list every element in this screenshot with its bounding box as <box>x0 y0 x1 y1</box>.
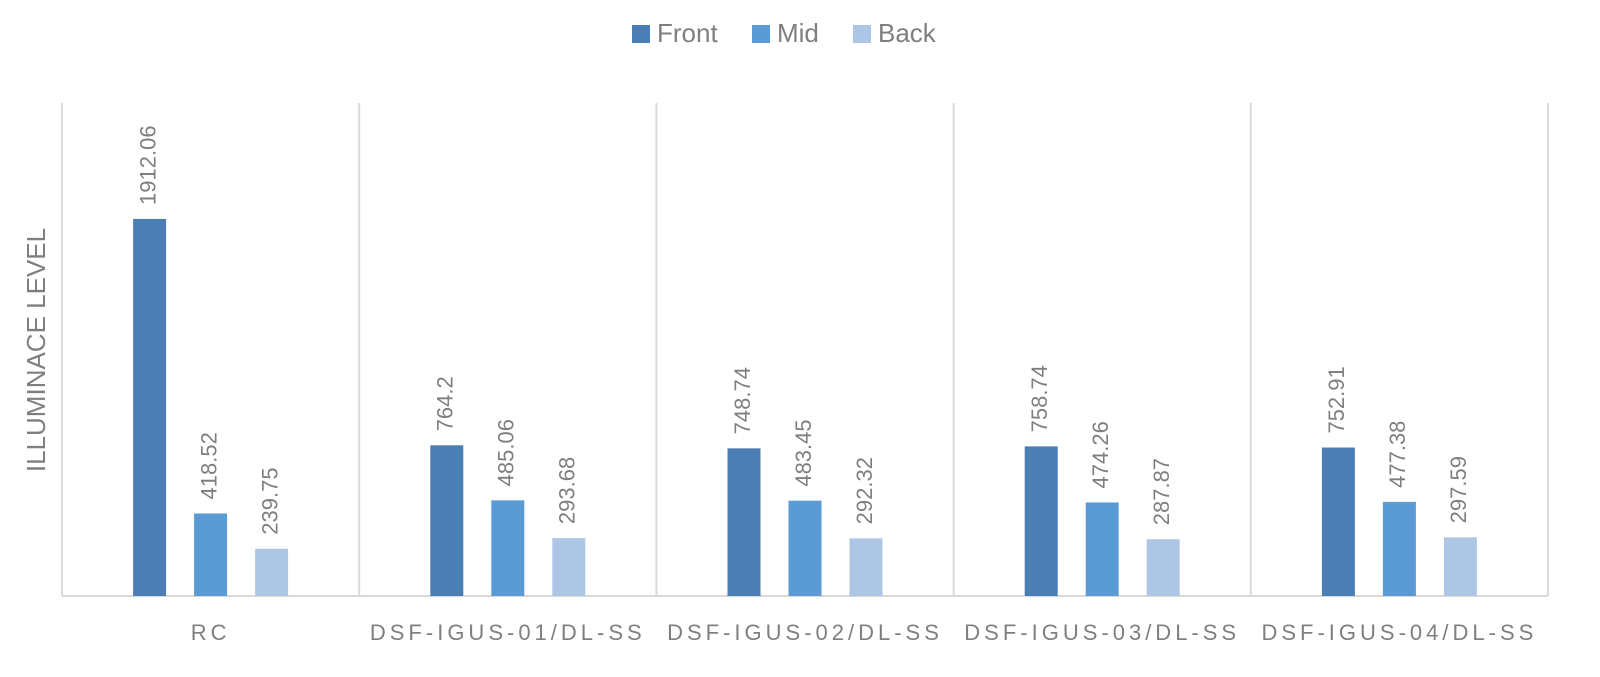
data-label: 748.74 <box>730 367 755 434</box>
data-label: 293.68 <box>555 457 580 524</box>
data-label: 292.32 <box>852 457 877 524</box>
x-tick-label: DSF-IGUS-02/DL-SS <box>667 620 943 645</box>
y-axis-title: ILLUMINACE LEVEL <box>21 228 51 472</box>
bar <box>727 448 761 596</box>
bar <box>1085 502 1119 596</box>
x-tick-label: DSF-IGUS-01/DL-SS <box>370 620 646 645</box>
data-label: 477.38 <box>1385 421 1410 488</box>
legend-swatch <box>853 25 871 43</box>
data-label: 485.06 <box>494 419 519 486</box>
data-label: 297.59 <box>1446 456 1471 523</box>
bar <box>552 538 586 596</box>
bar <box>1321 447 1355 596</box>
legend-swatch <box>632 25 650 43</box>
bar <box>1382 501 1416 596</box>
bar <box>255 548 289 596</box>
data-label: 239.75 <box>257 467 282 534</box>
bar <box>1024 446 1058 596</box>
bar <box>849 538 883 596</box>
x-tick-label: DSF-IGUS-03/DL-SS <box>964 620 1240 645</box>
data-label: 764.2 <box>433 376 458 431</box>
bar <box>1146 539 1180 596</box>
data-label: 483.45 <box>791 419 816 486</box>
legend-label: Back <box>878 18 937 48</box>
data-label: 418.52 <box>196 432 221 499</box>
data-label: 758.74 <box>1027 365 1052 432</box>
data-label: 1912.06 <box>135 125 160 205</box>
bar <box>491 500 525 596</box>
bar <box>133 218 167 596</box>
legend-label: Mid <box>777 18 819 48</box>
legend-label: Front <box>657 18 718 48</box>
data-label: 287.87 <box>1149 458 1174 525</box>
bar <box>788 500 822 596</box>
bar <box>430 445 464 596</box>
legend-swatch <box>752 25 770 43</box>
data-label: 474.26 <box>1088 421 1113 488</box>
x-tick-label: RC <box>191 620 231 645</box>
data-label: 752.91 <box>1324 366 1349 433</box>
x-tick-label: DSF-IGUS-04/DL-SS <box>1261 620 1537 645</box>
bar <box>1443 537 1477 596</box>
bar <box>194 513 228 596</box>
